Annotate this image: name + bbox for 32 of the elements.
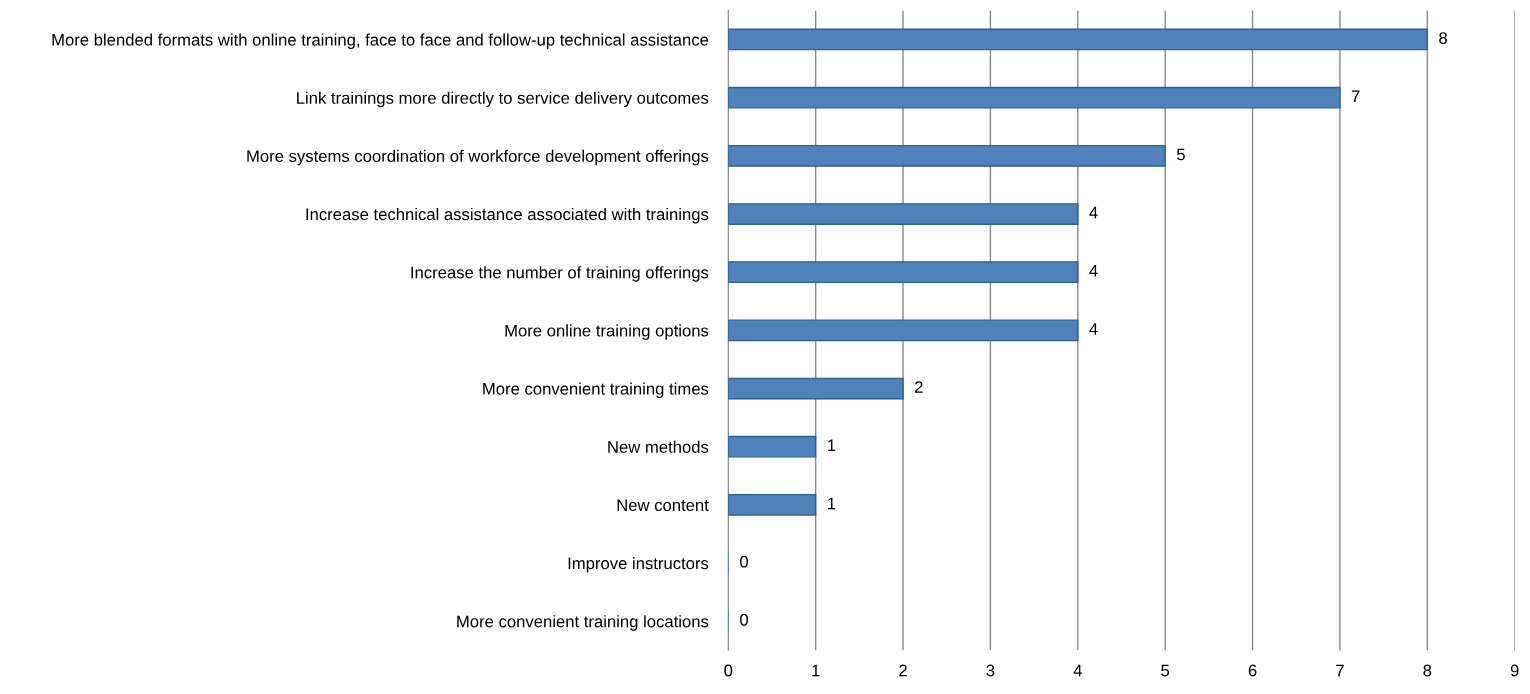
y-tick-label: Improve instructors (568, 556, 709, 573)
x-tick-label: 2 (899, 664, 907, 677)
x-tick-label: 6 (1248, 664, 1257, 677)
data-label: 0 (740, 613, 749, 626)
x-tick-label: 9 (1510, 664, 1519, 677)
y-tick-label: More blended formats with online training, face to face and follow-up technical assistance (52, 33, 709, 49)
y-tick-label: More online training options (505, 324, 709, 340)
data-label: 8 (1439, 32, 1447, 44)
y-tick-label: More convenient training locations (457, 615, 709, 631)
y-tick-label: More convenient training times (483, 382, 709, 399)
y-tick-label: Increase technical assistance associated with trainings (306, 207, 709, 224)
data-label: 1 (828, 439, 836, 451)
y-tick-label: New methods (608, 440, 709, 453)
x-tick-label: 5 (1161, 664, 1170, 677)
data-label: 1 (828, 497, 836, 510)
y-tick-label: Increase the number of training offerings (411, 266, 709, 282)
x-tick-label: 7 (1336, 664, 1344, 677)
y-tick-label: Link trainings more directly to service delivery outcomes (297, 91, 709, 108)
data-label: 2 (914, 381, 923, 393)
x-tick-label: 8 (1423, 664, 1432, 677)
data-label: 0 (740, 555, 749, 568)
data-label: 5 (1176, 148, 1185, 161)
data-label: 4 (1089, 206, 1098, 219)
data-label: 4 (1089, 265, 1098, 277)
x-tick-label: 4 (1073, 664, 1082, 677)
x-tick-label: 0 (724, 664, 733, 677)
data-label: 7 (1351, 90, 1360, 102)
y-tick-label: New content (617, 499, 709, 512)
x-tick-label: 3 (986, 664, 995, 677)
data-label: 4 (1089, 323, 1098, 335)
x-tick-label: 1 (812, 664, 820, 677)
y-tick-label: More systems coordination of workforce development offerings (247, 149, 709, 166)
